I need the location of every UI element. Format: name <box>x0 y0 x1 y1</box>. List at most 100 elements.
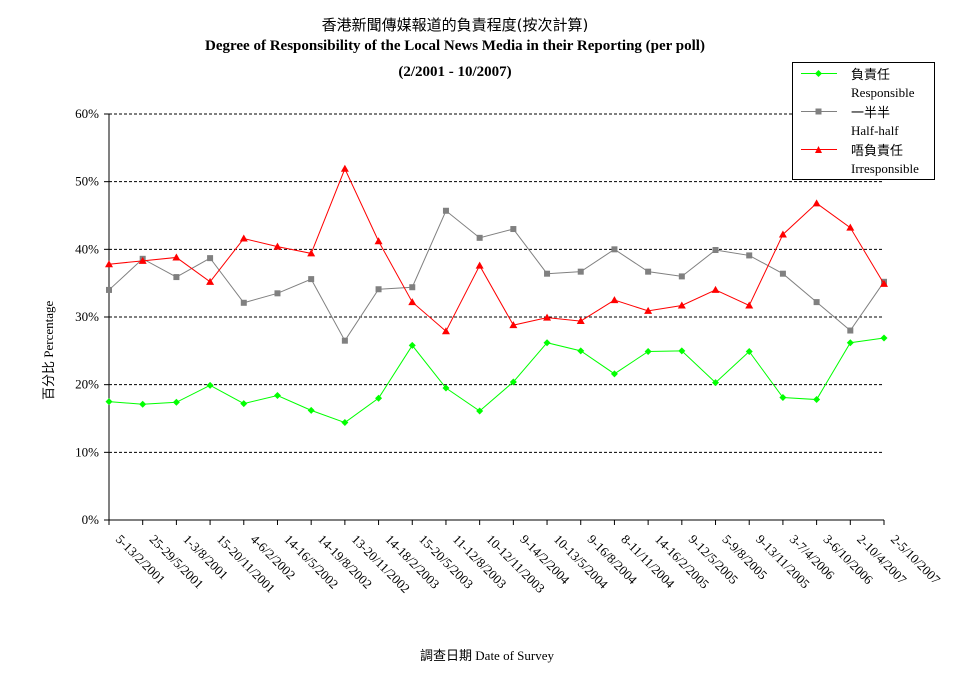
data-point <box>543 313 552 321</box>
data-point <box>274 290 281 297</box>
legend-label-zh: 唔負責任 <box>851 144 904 159</box>
data-point <box>408 341 416 349</box>
data-point <box>510 226 517 233</box>
data-point <box>813 299 820 306</box>
y-tick-label: 10% <box>75 444 99 459</box>
data-point <box>509 378 517 386</box>
data-point <box>206 277 215 285</box>
data-point <box>408 298 417 306</box>
series-line-half-half <box>108 209 885 342</box>
data-point <box>813 396 821 404</box>
data-point <box>847 327 854 334</box>
data-point <box>341 337 348 344</box>
data-point <box>880 279 888 287</box>
data-point <box>880 334 888 342</box>
data-point <box>812 199 821 207</box>
x-axis-label: 調查日期 Date of Survey <box>0 645 974 664</box>
data-point <box>577 268 584 275</box>
data-point <box>544 270 551 277</box>
data-point <box>644 306 653 314</box>
y-axis-label-zh: 百分比 <box>42 360 57 400</box>
data-point <box>138 256 147 264</box>
data-point <box>712 379 720 387</box>
legend-label-zh: 一半半 <box>851 106 891 121</box>
data-point <box>341 419 349 427</box>
data-point <box>172 253 181 261</box>
legend-label-en: Responsible <box>851 85 915 100</box>
data-point <box>610 370 618 378</box>
data-point <box>139 400 147 408</box>
y-tick-label: 30% <box>75 309 99 324</box>
legend-item-responsible: 負責任 Responsible <box>793 65 934 101</box>
legend-item-half-half: 一半半 Half-half <box>793 103 934 139</box>
chart-subtitle: (2/2001 - 10/2007) <box>398 64 512 80</box>
y-tick-label: 20% <box>75 377 99 392</box>
chart-title-zh: 香港新聞傳媒報道的負責程度(按次計算) <box>321 16 589 34</box>
data-point <box>846 339 854 347</box>
data-point <box>307 249 316 257</box>
data-point <box>442 207 449 214</box>
data-point <box>105 260 113 268</box>
data-point <box>745 301 754 309</box>
data-point <box>106 286 112 293</box>
data-point <box>543 339 551 347</box>
data-point <box>712 247 719 254</box>
data-point <box>509 321 518 329</box>
data-point <box>308 276 315 283</box>
data-point <box>611 246 618 253</box>
data-point <box>779 394 787 402</box>
y-tick-label: 40% <box>75 241 99 256</box>
data-point <box>374 237 383 245</box>
data-point <box>239 234 248 242</box>
data-point <box>375 286 382 293</box>
data-point <box>273 391 281 399</box>
data-point <box>206 381 214 389</box>
legend: 負責任 Responsible 一半半 Half-half 唔負責任 Irres… <box>792 62 935 180</box>
x-axis-label-en: Date of Survey <box>475 648 554 663</box>
legend-item-irresponsible: 唔負責任 Irresponsible <box>793 141 934 177</box>
legend-label-en: Irresponsible <box>851 161 919 176</box>
data-point <box>778 230 787 238</box>
data-point <box>745 348 753 356</box>
y-axis-label: 百分比 Percentage <box>38 301 57 400</box>
legend-label-zh: 負責任 <box>851 68 891 83</box>
data-point <box>476 234 483 241</box>
legend-marker-half-half <box>815 108 822 115</box>
data-point <box>172 398 180 406</box>
data-point <box>409 284 416 291</box>
data-point <box>678 273 685 280</box>
series-line-responsible <box>108 337 885 424</box>
data-point <box>441 327 450 335</box>
y-axis-label-en: Percentage <box>41 300 56 358</box>
data-point <box>240 299 247 306</box>
y-tick-label: 50% <box>75 174 99 189</box>
data-point <box>576 317 585 325</box>
x-axis-label-zh: 調查日期 <box>420 649 473 664</box>
data-point <box>678 347 686 355</box>
data-point <box>645 268 652 275</box>
y-tick-label: 0% <box>82 512 100 527</box>
data-point <box>207 255 214 262</box>
data-point <box>375 394 383 402</box>
data-point <box>846 223 855 231</box>
data-point <box>475 261 484 269</box>
data-point <box>173 274 180 281</box>
legend-marker-irresponsible <box>815 146 822 153</box>
data-point <box>677 301 686 309</box>
data-point <box>273 242 282 250</box>
data-point <box>476 407 484 415</box>
data-point <box>340 164 349 172</box>
legend-marker-responsible <box>815 70 822 77</box>
data-point <box>711 285 720 293</box>
data-point <box>644 348 652 356</box>
legend-label-en: Half-half <box>851 123 899 138</box>
chart-title-en: Degree of Responsibility of the Local Ne… <box>205 38 705 54</box>
data-point <box>746 252 753 259</box>
series-line-irresponsible <box>108 167 885 333</box>
data-point <box>577 347 585 355</box>
data-point <box>779 270 786 277</box>
data-point <box>307 406 315 414</box>
y-tick-label: 60% <box>75 106 99 121</box>
data-point <box>240 400 248 408</box>
